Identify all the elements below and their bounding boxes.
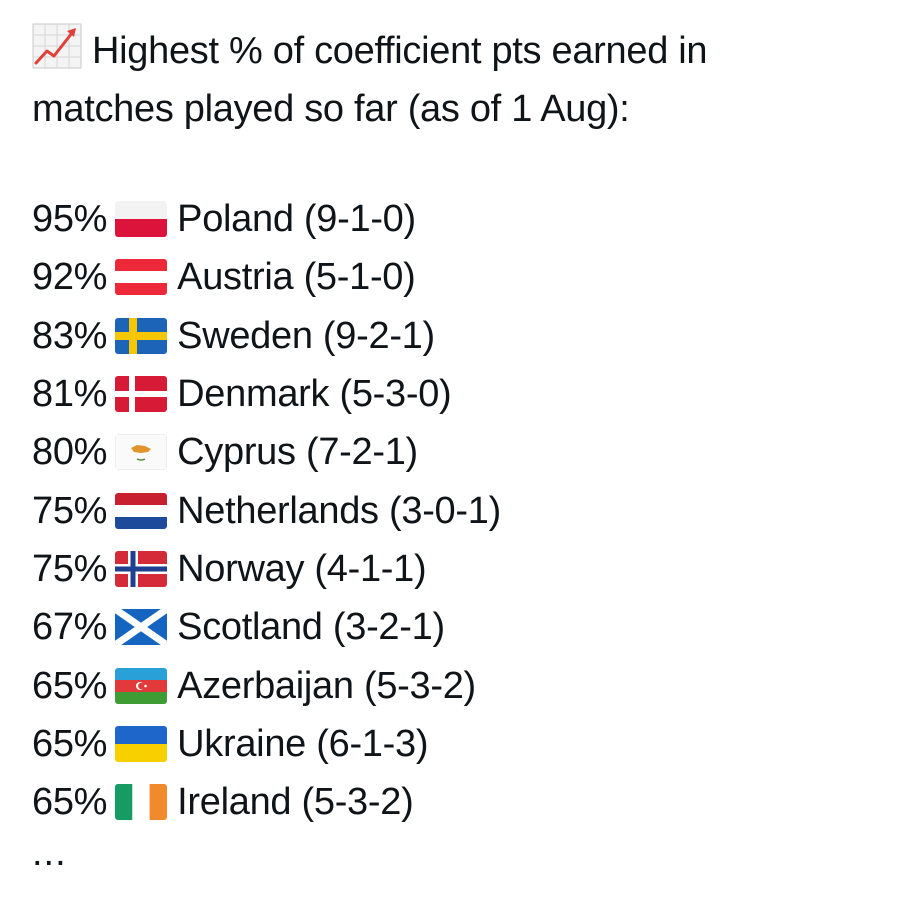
scotland-flag-icon bbox=[115, 609, 168, 646]
norway-flag-icon bbox=[115, 550, 168, 587]
country-record: Norway (4-1-1) bbox=[177, 547, 427, 590]
ukraine-flag-icon bbox=[115, 725, 168, 762]
percentage: 75% bbox=[32, 489, 108, 532]
percentage: 75% bbox=[32, 547, 108, 590]
percentage: 81% bbox=[32, 373, 108, 416]
list-item: 65% Ukraine (6-1-3) bbox=[32, 715, 900, 773]
list-item: 92% Austria (5-1-0) bbox=[32, 248, 900, 306]
azerbaijan-flag-icon bbox=[115, 667, 168, 704]
country-record: Denmark (5-3-0) bbox=[177, 373, 452, 416]
percentage: 65% bbox=[32, 781, 108, 824]
list-item: 65% Ireland (5-3-2) bbox=[32, 773, 900, 831]
ranking-list: 95% Poland (9-1-0) 92% Austria (5-1-0) 8… bbox=[32, 190, 900, 831]
country-record: Sweden (9-2-1) bbox=[177, 314, 435, 357]
ireland-flag-icon bbox=[115, 784, 168, 821]
list-item: 83% Sweden (9-2-1) bbox=[32, 307, 900, 365]
country-record: Ukraine (6-1-3) bbox=[177, 722, 429, 765]
austria-flag-icon bbox=[115, 259, 168, 296]
cyprus-flag-icon bbox=[115, 434, 168, 471]
list-item: 95% Poland (9-1-0) bbox=[32, 190, 900, 248]
chart-increasing-icon bbox=[32, 23, 82, 69]
poland-flag-icon bbox=[115, 201, 168, 238]
percentage: 80% bbox=[32, 431, 108, 474]
post-headline: Highest % of coefficient pts earned in m… bbox=[32, 22, 900, 138]
list-item: 65% Azerbaijan (5-3-2) bbox=[32, 656, 900, 714]
percentage: 65% bbox=[32, 664, 108, 707]
country-record: Poland (9-1-0) bbox=[177, 198, 416, 241]
list-item: 67% Scotland (3-2-1) bbox=[32, 598, 900, 656]
netherlands-flag-icon bbox=[115, 492, 168, 529]
list-item: 80% Cyprus (7-2-1) bbox=[32, 423, 900, 481]
list-item: 75% Netherlands (3-0-1) bbox=[32, 481, 900, 539]
list-item: 81% Denmark (5-3-0) bbox=[32, 365, 900, 423]
percentage: 65% bbox=[32, 722, 108, 765]
percentage: 92% bbox=[32, 256, 108, 299]
sweden-flag-icon bbox=[115, 317, 168, 354]
percentage: 83% bbox=[32, 314, 108, 357]
ellipsis: ... bbox=[32, 832, 67, 875]
headline-line-1: Highest % of coefficient pts earned in bbox=[32, 22, 900, 80]
country-record: Cyprus (7-2-1) bbox=[177, 431, 418, 474]
headline-text-1: Highest % of coefficient pts earned in bbox=[92, 30, 708, 72]
headline-line-2: matches played so far (as of 1 Aug): bbox=[32, 88, 630, 130]
percentage: 67% bbox=[32, 606, 108, 649]
list-item: 75% Norway (4-1-1) bbox=[32, 540, 900, 598]
country-record: Azerbaijan (5-3-2) bbox=[177, 664, 476, 707]
country-record: Netherlands (3-0-1) bbox=[177, 489, 501, 532]
percentage: 95% bbox=[32, 198, 108, 241]
denmark-flag-icon bbox=[115, 376, 168, 413]
country-record: Ireland (5-3-2) bbox=[177, 781, 414, 824]
country-record: Austria (5-1-0) bbox=[177, 256, 416, 299]
country-record: Scotland (3-2-1) bbox=[177, 606, 445, 649]
blank-line bbox=[32, 138, 900, 190]
